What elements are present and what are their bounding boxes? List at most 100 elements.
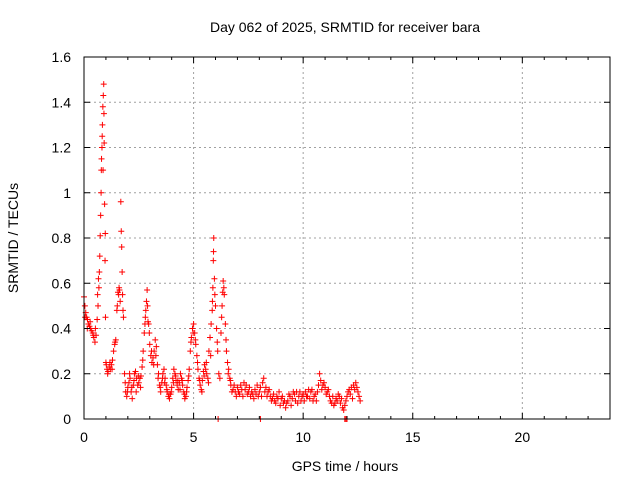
data-point <box>194 366 201 373</box>
data-point <box>99 133 106 140</box>
data-point <box>250 395 257 402</box>
data-point <box>329 393 336 400</box>
data-point <box>96 268 103 275</box>
data-point <box>260 375 267 382</box>
data-point <box>210 235 217 241</box>
data-point <box>116 287 123 294</box>
data-point <box>141 330 148 337</box>
data-point <box>100 81 107 88</box>
data-point <box>115 291 122 298</box>
data-point <box>95 302 102 309</box>
data-point <box>95 275 102 282</box>
data-point <box>209 284 216 291</box>
data-point <box>209 298 216 305</box>
data-point <box>289 395 296 402</box>
data-point <box>268 397 275 404</box>
data-point <box>316 370 323 377</box>
data-point <box>216 375 223 382</box>
data-point <box>201 373 208 380</box>
data-point <box>302 388 309 395</box>
data-point <box>122 379 129 386</box>
data-point <box>259 379 266 386</box>
data-point <box>264 393 271 400</box>
data-point <box>92 325 99 332</box>
data-point <box>318 386 325 393</box>
x-axis-label: GPS time / hours <box>292 458 399 474</box>
data-point <box>208 320 215 327</box>
data-point <box>294 400 301 407</box>
data-point <box>91 339 98 346</box>
data-point <box>205 348 212 355</box>
data-point <box>288 402 295 409</box>
data-point <box>283 400 290 407</box>
data-point <box>102 257 109 264</box>
data-point <box>198 388 205 395</box>
y-tick-label: 1.4 <box>52 94 72 110</box>
data-point <box>301 397 308 404</box>
data-point <box>124 388 131 395</box>
data-point <box>146 330 153 337</box>
data-point <box>342 397 349 404</box>
data-point <box>296 388 303 395</box>
data-point <box>135 379 142 386</box>
data-point <box>204 375 211 382</box>
data-point <box>110 348 117 355</box>
data-point <box>98 155 105 162</box>
data-point <box>344 393 350 400</box>
data-point <box>337 400 344 407</box>
data-point <box>233 393 240 400</box>
data-point <box>347 391 354 398</box>
data-point <box>217 330 224 337</box>
data-point <box>340 406 347 413</box>
x-tick-label: 5 <box>190 429 198 445</box>
y-tick-label: 1 <box>63 185 71 201</box>
data-point <box>325 386 332 393</box>
data-point <box>207 334 214 341</box>
data-point <box>242 386 249 393</box>
data-point <box>235 388 242 395</box>
y-axis-label: SRMTID / TECUs <box>5 183 21 293</box>
data-point <box>120 307 127 314</box>
x-tick-label: 20 <box>515 429 531 445</box>
data-point <box>120 314 127 321</box>
data-point <box>276 388 283 395</box>
data-point <box>223 336 230 343</box>
y-tick-label: 0.8 <box>52 230 72 246</box>
data-point <box>215 370 222 377</box>
data-point <box>98 144 105 151</box>
data-point <box>97 212 104 219</box>
data-point <box>225 370 232 377</box>
data-point <box>341 402 348 409</box>
data-point <box>228 388 235 395</box>
data-point <box>179 377 186 384</box>
data-point <box>352 379 359 386</box>
y-tick-label: 1.2 <box>52 140 72 156</box>
data-point <box>101 139 108 146</box>
data-point <box>163 386 170 393</box>
data-point <box>327 397 334 404</box>
grid-lines <box>84 57 610 419</box>
data-point <box>224 359 231 366</box>
data-point <box>109 366 116 373</box>
data-point <box>317 377 324 384</box>
data-point <box>189 325 196 332</box>
data-point <box>279 393 286 400</box>
data-point <box>220 277 227 284</box>
data-point <box>187 339 194 346</box>
data-point <box>87 318 94 325</box>
data-point <box>103 361 110 368</box>
data-point <box>257 384 264 391</box>
data-point <box>354 388 361 395</box>
data-point <box>251 386 258 393</box>
data-point <box>194 359 201 366</box>
x-tick-label: 15 <box>405 429 421 445</box>
data-point <box>185 377 192 384</box>
data-point <box>186 366 193 373</box>
data-point <box>203 359 210 366</box>
data-point <box>223 348 230 355</box>
data-point <box>148 348 155 355</box>
data-point <box>159 375 166 382</box>
data-point <box>160 366 167 373</box>
data-point <box>81 302 88 309</box>
